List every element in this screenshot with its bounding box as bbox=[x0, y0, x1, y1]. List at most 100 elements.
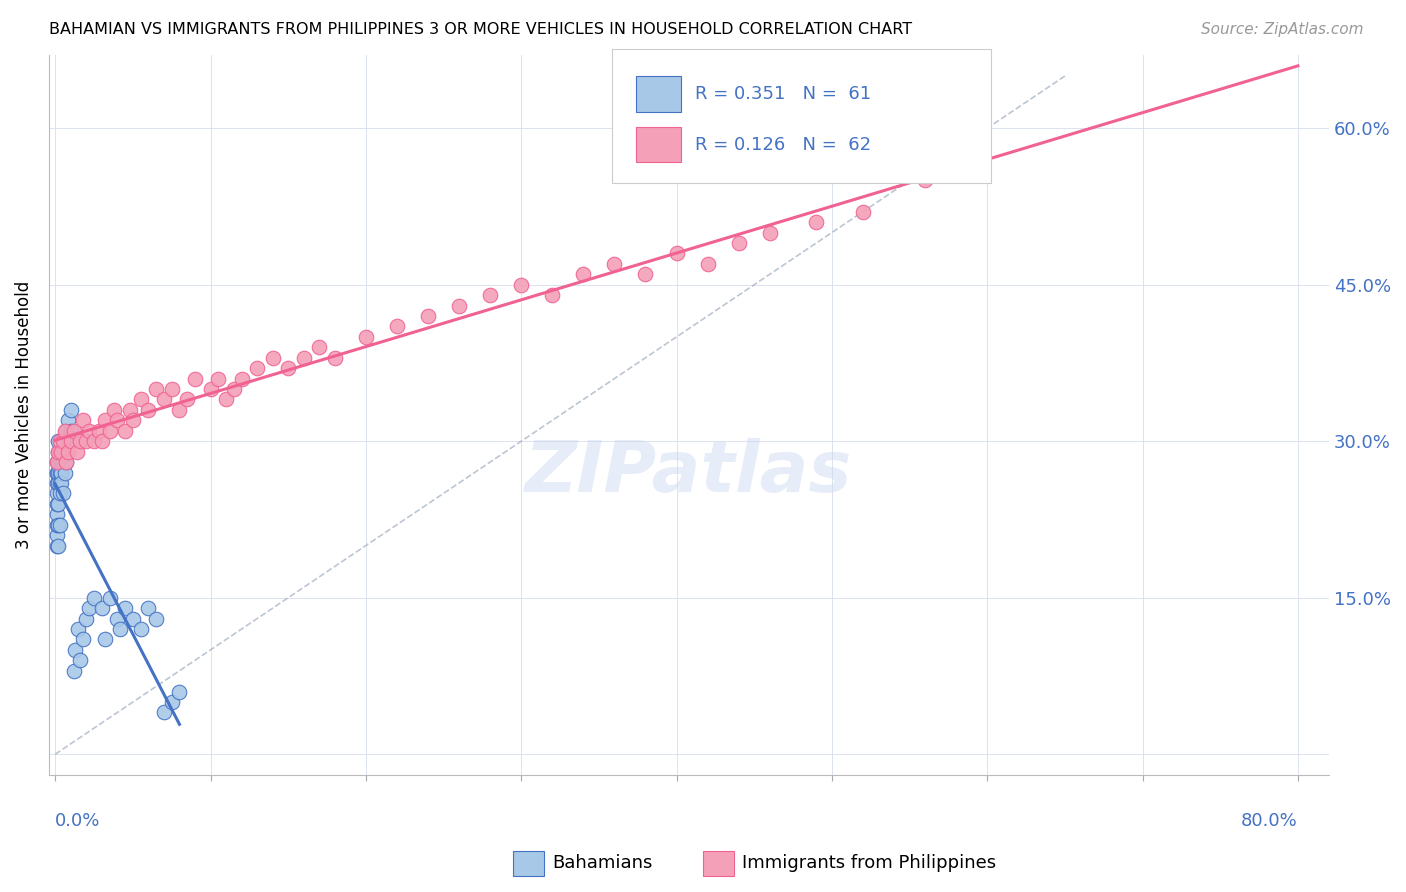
Point bbox=[69, 434, 91, 449]
Text: R = 0.351   N =  61: R = 0.351 N = 61 bbox=[695, 85, 870, 103]
Point bbox=[160, 382, 183, 396]
Point bbox=[51, 444, 73, 458]
Point bbox=[222, 382, 245, 396]
Point bbox=[49, 475, 72, 490]
Point bbox=[479, 288, 502, 302]
Point bbox=[354, 330, 377, 344]
Point bbox=[138, 601, 160, 615]
Point bbox=[105, 611, 128, 625]
Point bbox=[45, 466, 67, 480]
Point bbox=[51, 466, 73, 480]
Point bbox=[90, 434, 112, 449]
Point bbox=[45, 508, 67, 522]
Point bbox=[45, 455, 67, 469]
Point bbox=[45, 486, 67, 500]
Text: BAHAMIAN VS IMMIGRANTS FROM PHILIPPINES 3 OR MORE VEHICLES IN HOUSEHOLD CORRELAT: BAHAMIAN VS IMMIGRANTS FROM PHILIPPINES … bbox=[49, 22, 912, 37]
Point bbox=[121, 413, 143, 427]
Point bbox=[176, 392, 198, 407]
Point bbox=[90, 601, 112, 615]
Point bbox=[449, 299, 471, 313]
Point bbox=[110, 622, 132, 636]
Point bbox=[52, 434, 75, 449]
Point bbox=[385, 319, 408, 334]
Point bbox=[138, 403, 160, 417]
Point bbox=[94, 413, 117, 427]
Point bbox=[103, 403, 125, 417]
Point bbox=[169, 684, 191, 698]
Point bbox=[46, 434, 69, 449]
Point bbox=[53, 424, 76, 438]
Point bbox=[53, 434, 76, 449]
Point bbox=[46, 475, 69, 490]
Point bbox=[72, 632, 94, 647]
Point bbox=[45, 497, 67, 511]
Point bbox=[160, 695, 183, 709]
Point bbox=[603, 257, 626, 271]
Point bbox=[114, 424, 136, 438]
Point bbox=[79, 601, 101, 615]
Point bbox=[145, 611, 167, 625]
Point bbox=[121, 611, 143, 625]
Point bbox=[46, 497, 69, 511]
Point bbox=[75, 611, 97, 625]
Text: ZIPatlas: ZIPatlas bbox=[526, 438, 852, 508]
Point bbox=[63, 664, 86, 678]
Point bbox=[94, 632, 117, 647]
Point bbox=[200, 382, 222, 396]
Point bbox=[169, 403, 191, 417]
Point bbox=[572, 267, 595, 281]
Point bbox=[46, 539, 69, 553]
Point bbox=[541, 288, 564, 302]
Point bbox=[75, 434, 97, 449]
Point bbox=[46, 444, 69, 458]
Point bbox=[153, 706, 176, 720]
Y-axis label: 3 or more Vehicles in Household: 3 or more Vehicles in Household bbox=[15, 281, 32, 549]
Point bbox=[914, 173, 936, 187]
Text: 0.0%: 0.0% bbox=[55, 812, 101, 830]
Point bbox=[114, 601, 136, 615]
Point bbox=[416, 309, 439, 323]
Point bbox=[51, 444, 73, 458]
Point bbox=[129, 392, 152, 407]
Point bbox=[758, 226, 780, 240]
Point bbox=[262, 351, 284, 365]
Point bbox=[59, 434, 82, 449]
Point bbox=[308, 340, 330, 354]
Point bbox=[46, 517, 69, 532]
Point bbox=[105, 413, 128, 427]
Point bbox=[45, 466, 67, 480]
Point bbox=[56, 413, 79, 427]
Point bbox=[49, 466, 72, 480]
Point bbox=[52, 486, 75, 500]
Point bbox=[52, 455, 75, 469]
Point bbox=[207, 371, 229, 385]
Point bbox=[72, 413, 94, 427]
Point bbox=[59, 424, 82, 438]
Point bbox=[53, 466, 76, 480]
Point bbox=[292, 351, 315, 365]
Point bbox=[98, 424, 121, 438]
Point bbox=[51, 455, 73, 469]
Point bbox=[65, 643, 87, 657]
Point bbox=[83, 591, 105, 605]
Point bbox=[83, 434, 105, 449]
Point bbox=[510, 277, 533, 292]
Point bbox=[727, 235, 749, 250]
Point bbox=[696, 257, 718, 271]
Point bbox=[49, 486, 72, 500]
Text: Bahamians: Bahamians bbox=[553, 855, 652, 872]
Point bbox=[184, 371, 207, 385]
Point bbox=[49, 517, 72, 532]
Point bbox=[79, 424, 101, 438]
Point bbox=[231, 371, 253, 385]
Point bbox=[49, 434, 72, 449]
Point bbox=[59, 403, 82, 417]
Point bbox=[634, 267, 657, 281]
Text: Source: ZipAtlas.com: Source: ZipAtlas.com bbox=[1201, 22, 1364, 37]
Point bbox=[46, 444, 69, 458]
Text: Immigrants from Philippines: Immigrants from Philippines bbox=[742, 855, 997, 872]
Point bbox=[118, 403, 141, 417]
Point bbox=[49, 455, 72, 469]
Point bbox=[45, 528, 67, 542]
Point bbox=[55, 455, 77, 469]
